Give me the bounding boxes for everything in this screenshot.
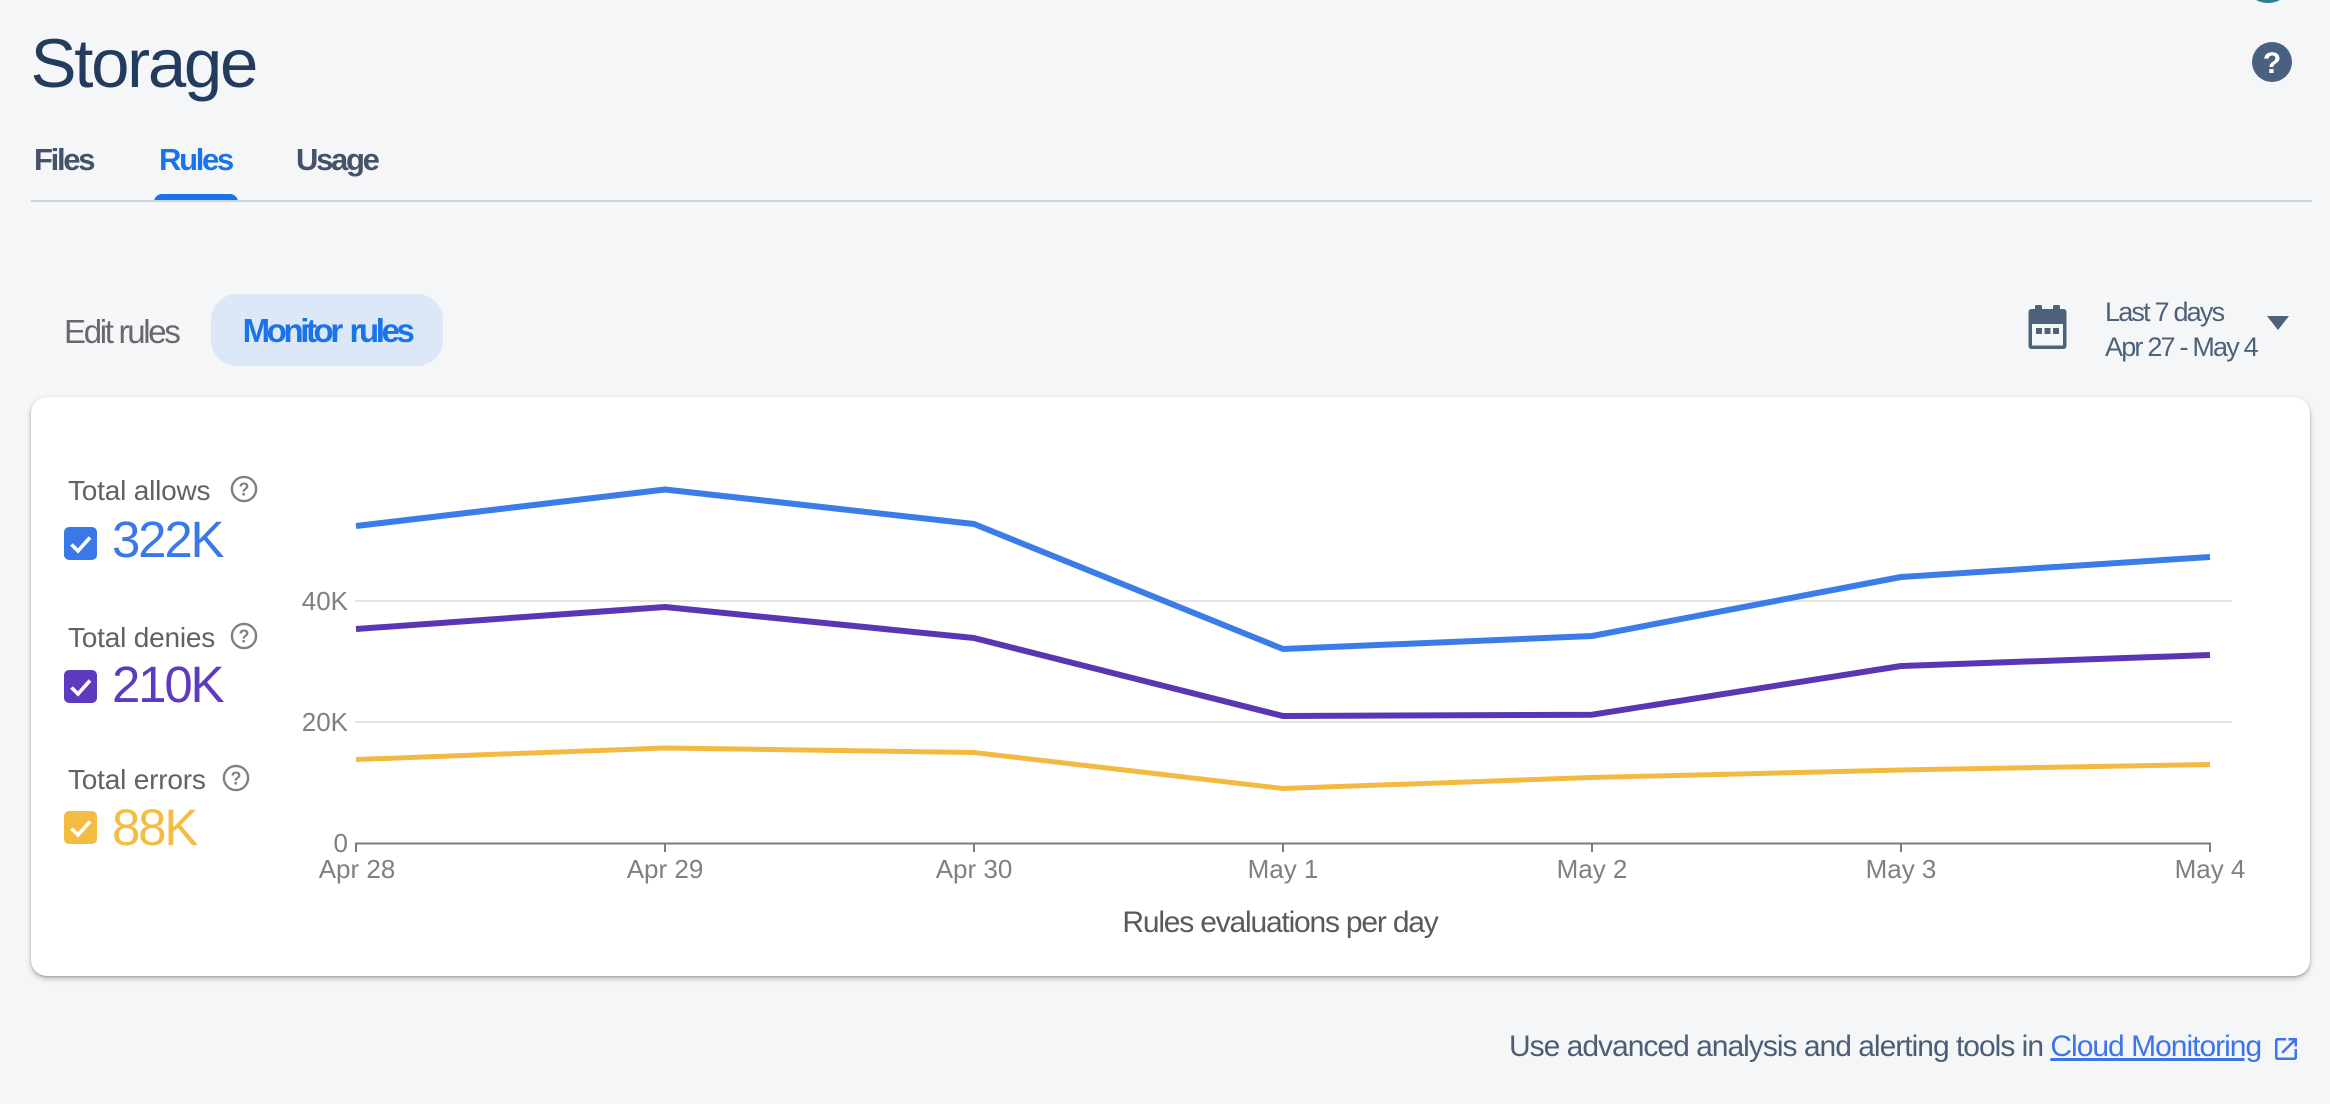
svg-text:?: ? [2263, 47, 2281, 80]
svg-text:Apr 30: Apr 30 [936, 854, 1013, 884]
svg-text:May 1: May 1 [1248, 854, 1319, 884]
svg-text:?: ? [231, 769, 242, 789]
svg-text:?: ? [239, 627, 250, 647]
svg-text:Rules evaluations per day: Rules evaluations per day [1122, 906, 1438, 939]
svg-text:May 4: May 4 [2175, 854, 2246, 884]
svg-text:Apr 28: Apr 28 [319, 854, 396, 884]
svg-text:May 3: May 3 [1866, 854, 1937, 884]
svg-text:20K: 20K [302, 707, 349, 737]
svg-text:0: 0 [334, 828, 348, 858]
svg-text:May 2: May 2 [1557, 854, 1628, 884]
svg-text:?: ? [238, 480, 249, 500]
svg-text:40K: 40K [302, 586, 349, 616]
svg-text:Apr 29: Apr 29 [627, 854, 704, 884]
